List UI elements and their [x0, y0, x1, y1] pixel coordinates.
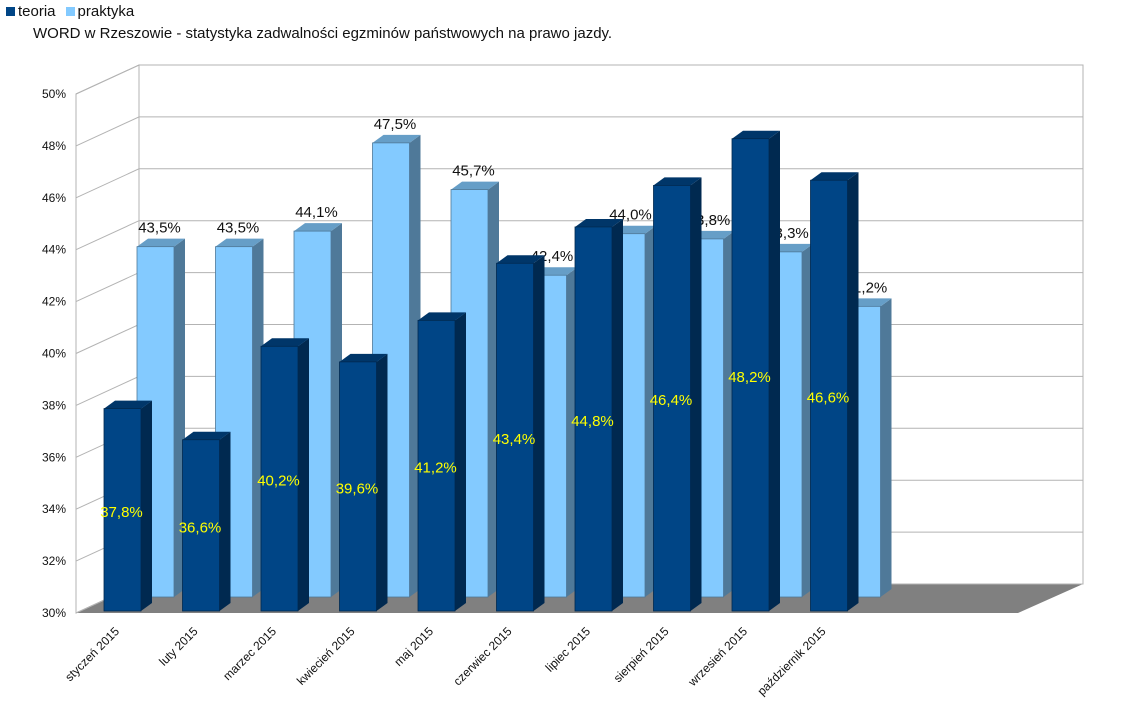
bar-teoria-top: [182, 431, 231, 440]
legend: teoria praktyka: [6, 3, 134, 20]
bar-teoria: [417, 312, 466, 612]
x-tick-label: maj 2015: [391, 624, 436, 669]
legend-swatch-teoria: [6, 7, 15, 16]
bar-teoria: [731, 130, 780, 612]
bar-teoria: [260, 338, 309, 612]
y-tick-label: 48%: [42, 139, 66, 153]
legend-item-praktyka: praktyka: [65, 3, 135, 20]
bar-teoria-front: [810, 179, 848, 612]
bar-teoria-front: [260, 345, 299, 612]
legend-label-praktyka: praktyka: [77, 3, 135, 20]
y-tick-label: 44%: [42, 243, 66, 257]
gridline: [75, 64, 1083, 95]
bar-teoria-top: [418, 312, 466, 321]
bar-praktyka-top: [215, 238, 264, 247]
gridline: [75, 116, 1083, 147]
data-label-praktyka: 43,5%: [217, 220, 260, 237]
bar-teoria: [103, 400, 152, 612]
bar-teoria-side: [612, 218, 623, 611]
bar-teoria-side: [769, 130, 780, 611]
bar-teoria-top: [732, 130, 780, 139]
bar-teoria-top: [810, 172, 859, 181]
legend-item-teoria: teoria: [6, 3, 56, 20]
x-tick-label: czerwiec 2015: [450, 624, 514, 688]
bar-teoria-side: [690, 177, 702, 612]
bar-praktyka-top: [372, 134, 421, 143]
bar-teoria-top: [339, 353, 388, 362]
bar-teoria: [574, 218, 623, 612]
x-tick-label: sierpień 2015: [611, 624, 672, 685]
data-label-praktyka: 43,5%: [138, 220, 181, 237]
bar-teoria-side: [455, 312, 466, 611]
bar-teoria-side: [298, 338, 309, 611]
bar-teoria-side: [376, 353, 388, 611]
bar-teoria-top: [261, 338, 309, 347]
x-tick-label: marzec 2015: [220, 624, 279, 683]
bar-teoria-front: [574, 226, 613, 612]
x-tick-label: luty 2015: [156, 624, 201, 669]
bar-teoria-front: [182, 439, 220, 612]
bar-teoria-front: [496, 262, 534, 612]
chart-title: WORD w Rzeszowie - statystyka zadwalnośc…: [33, 25, 613, 42]
bar-praktyka-side: [880, 298, 892, 597]
y-tick-label: 50%: [42, 87, 66, 101]
y-tick-label: 38%: [42, 398, 66, 412]
bar-teoria-top: [104, 400, 152, 409]
data-label-teoria: 40,2%: [257, 473, 300, 490]
bar-teoria-front: [653, 185, 691, 612]
x-tick-label: kwiecień 2015: [294, 624, 358, 688]
bar-teoria-front: [103, 408, 142, 612]
data-label-teoria: 44,8%: [571, 413, 614, 430]
y-tick-label: 46%: [42, 191, 66, 205]
x-tick-label: październik 2015: [755, 624, 829, 698]
bar-teoria-front: [417, 319, 456, 612]
y-tick-label: 40%: [42, 347, 66, 361]
x-tick-label: wrzesień 2015: [685, 624, 751, 690]
bar-praktyka-top: [451, 181, 499, 190]
data-label-teoria: 46,4%: [650, 392, 693, 409]
data-label-praktyka: 45,7%: [452, 163, 495, 180]
legend-label-teoria: teoria: [18, 3, 56, 20]
data-label-teoria: 43,4%: [493, 431, 536, 448]
y-tick-label: 42%: [42, 295, 66, 309]
bar-teoria-side: [847, 172, 859, 612]
data-label-teoria: 36,6%: [179, 519, 222, 536]
bar-teoria-side: [141, 400, 152, 611]
bar-teoria-top: [653, 177, 702, 186]
legend-swatch-praktyka: [65, 7, 75, 16]
data-label-teoria: 46,6%: [807, 390, 850, 407]
bar-teoria-side: [219, 431, 231, 611]
bar-praktyka-top: [294, 223, 342, 232]
bar-teoria: [496, 255, 545, 612]
y-tick-label: 30%: [42, 606, 66, 620]
data-label-teoria: 37,8%: [100, 504, 143, 521]
bar-teoria-top: [575, 218, 623, 227]
y-tick-label: 32%: [42, 554, 66, 568]
bar-teoria: [653, 177, 702, 612]
y-tick-label: 36%: [42, 450, 66, 464]
x-tick-label: styczeń 2015: [62, 624, 122, 684]
data-label-praktyka: 44,1%: [295, 204, 338, 221]
bar-teoria: [339, 353, 388, 612]
bar-teoria: [182, 431, 231, 612]
bar-teoria-side: [533, 255, 545, 611]
bar-teoria-front: [339, 361, 377, 612]
data-label-teoria: 48,2%: [728, 369, 771, 386]
data-label-teoria: 39,6%: [336, 480, 379, 497]
bar-praktyka-top: [137, 238, 185, 247]
bar-teoria: [810, 172, 859, 612]
x-tick-label: lipiec 2015: [543, 624, 594, 675]
y-tick-label: 34%: [42, 502, 66, 516]
bar-teoria-top: [496, 255, 545, 264]
bar-teoria-front: [731, 138, 770, 612]
data-label-praktyka: 47,5%: [374, 116, 417, 133]
data-label-teoria: 41,2%: [414, 460, 457, 477]
